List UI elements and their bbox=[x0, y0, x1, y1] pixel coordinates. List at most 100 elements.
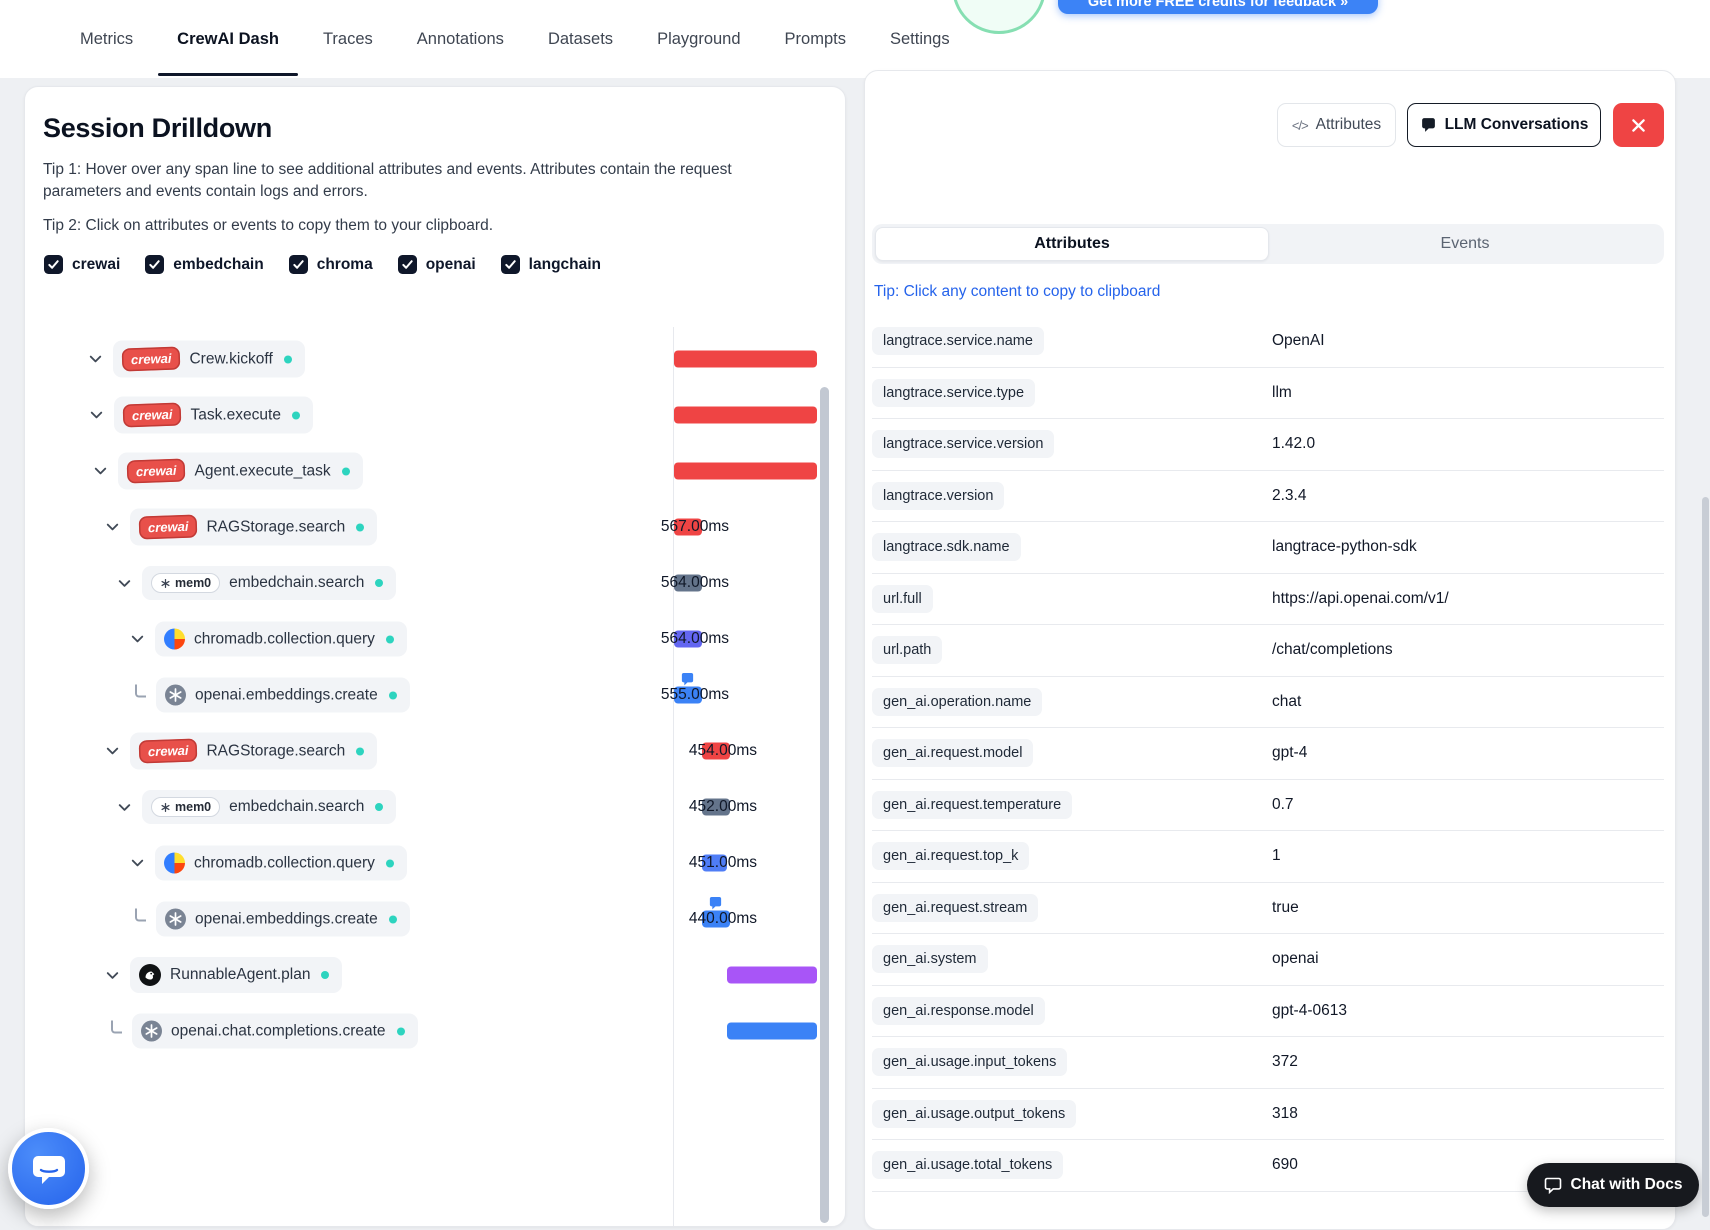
span-duration-bar[interactable] bbox=[702, 910, 730, 928]
tab-events[interactable]: Events bbox=[1440, 235, 1490, 252]
session-drilldown-panel: Session Drilldown Tip 1: Hover over any … bbox=[24, 86, 846, 1227]
openai-logo-icon bbox=[165, 908, 186, 930]
span-pill[interactable]: RunnableAgent.plan bbox=[130, 957, 343, 993]
attribute-key[interactable]: gen_ai.usage.total_tokens bbox=[872, 1151, 1064, 1180]
span-pill[interactable]: crewai Agent.execute_task bbox=[118, 452, 363, 490]
attribute-key[interactable]: gen_ai.response.model bbox=[872, 996, 1045, 1025]
attribute-key[interactable]: langtrace.service.type bbox=[872, 378, 1036, 407]
nav-tabs: Metrics CrewAI Dash Traces Annotations Datas… bbox=[58, 0, 972, 78]
filter-embedchain[interactable]: embedchain bbox=[145, 255, 264, 274]
attribute-key[interactable]: gen_ai.system bbox=[872, 945, 988, 974]
span-duration-bar[interactable] bbox=[674, 406, 817, 424]
attribute-value[interactable]: gpt-4 bbox=[1272, 744, 1308, 762]
chevron-down-icon[interactable] bbox=[103, 966, 122, 985]
nav-tab-annotations[interactable]: Annotations bbox=[416, 29, 504, 48]
nav-tab-playground[interactable]: Playground bbox=[657, 29, 741, 48]
filter-langchain[interactable]: langchain bbox=[500, 255, 601, 274]
chevron-down-icon[interactable] bbox=[128, 630, 147, 649]
nav-tab-datasets[interactable]: Datasets bbox=[547, 29, 614, 48]
credits-button[interactable]: Get more FREE credits for feedback » bbox=[1058, 0, 1378, 14]
chevron-down-icon[interactable] bbox=[87, 406, 106, 425]
chevron-down-icon[interactable] bbox=[128, 854, 147, 873]
span-pill[interactable]: chromadb.collection.query bbox=[155, 621, 407, 657]
span-pill[interactable]: openai.chat.completions.create bbox=[132, 1013, 418, 1049]
attribute-value[interactable]: https://api.openai.com/v1/ bbox=[1272, 589, 1449, 607]
chat-widget-button[interactable] bbox=[8, 1128, 89, 1209]
span-duration-bar[interactable] bbox=[727, 1022, 817, 1040]
chevron-down-icon[interactable] bbox=[115, 798, 134, 817]
span-duration-bar[interactable] bbox=[702, 854, 727, 872]
chevron-down-icon[interactable] bbox=[115, 574, 134, 593]
attribute-value[interactable]: langtrace-python-sdk bbox=[1272, 538, 1417, 556]
attribute-key[interactable]: gen_ai.usage.output_tokens bbox=[872, 1099, 1077, 1128]
attributes-header-button[interactable]: </> Attributes bbox=[1277, 103, 1396, 147]
attribute-value[interactable]: 372 bbox=[1272, 1053, 1298, 1071]
attribute-key[interactable]: langtrace.sdk.name bbox=[872, 533, 1021, 562]
attribute-value[interactable]: llm bbox=[1272, 383, 1292, 401]
attribute-value[interactable]: 1.42.0 bbox=[1272, 435, 1316, 453]
attribute-key[interactable]: url.full bbox=[872, 584, 933, 613]
span-pill[interactable]: crewai Crew.kickoff bbox=[113, 340, 305, 378]
attribute-key[interactable]: langtrace.service.version bbox=[872, 430, 1055, 459]
attribute-value[interactable]: 1 bbox=[1272, 847, 1281, 865]
attribute-value[interactable]: 318 bbox=[1272, 1104, 1298, 1122]
tree-scrollbar[interactable] bbox=[820, 387, 829, 1223]
attribute-key[interactable]: url.path bbox=[872, 636, 943, 665]
span-pill[interactable]: mem0 embedchain.search bbox=[142, 566, 397, 600]
span-duration-bar[interactable] bbox=[674, 574, 702, 592]
attribute-value[interactable]: 2.3.4 bbox=[1272, 486, 1307, 504]
span-pill[interactable]: crewai Task.execute bbox=[114, 396, 313, 434]
span-duration-bar[interactable] bbox=[702, 798, 730, 816]
span-pill[interactable]: crewai RAGStorage.search bbox=[130, 508, 378, 546]
attribute-value[interactable]: true bbox=[1272, 898, 1299, 916]
chevron-down-icon[interactable] bbox=[91, 462, 110, 481]
filter-label: crewai bbox=[72, 255, 121, 273]
span-duration-bar[interactable] bbox=[702, 742, 730, 760]
filter-openai[interactable]: openai bbox=[397, 255, 476, 274]
nav-tab-traces[interactable]: Traces bbox=[322, 29, 373, 48]
span-pill[interactable]: openai.embeddings.create bbox=[156, 901, 410, 937]
span-pill[interactable]: mem0 embedchain.search bbox=[142, 790, 397, 824]
attribute-key[interactable]: langtrace.version bbox=[872, 481, 1005, 510]
span-name: openai.embeddings.create bbox=[195, 686, 378, 703]
attribute-key[interactable]: gen_ai.request.stream bbox=[872, 893, 1039, 922]
filter-crewai[interactable]: crewai bbox=[44, 255, 120, 274]
span-pill[interactable]: chromadb.collection.query bbox=[155, 845, 407, 881]
span-duration-bar[interactable] bbox=[674, 630, 702, 648]
attribute-value[interactable]: chat bbox=[1272, 692, 1302, 710]
attribute-value[interactable]: /chat/completions bbox=[1272, 641, 1393, 659]
span-name: Agent.execute_task bbox=[194, 462, 331, 479]
nav-tab-prompts[interactable]: Prompts bbox=[784, 29, 846, 48]
attribute-value[interactable]: openai bbox=[1272, 950, 1319, 968]
chevron-down-icon[interactable] bbox=[86, 350, 105, 369]
span-duration-bar[interactable] bbox=[674, 350, 817, 368]
span-pill[interactable]: openai.embeddings.create bbox=[156, 677, 410, 713]
span-duration-bar[interactable] bbox=[674, 686, 702, 704]
attribute-value[interactable]: 690 bbox=[1272, 1156, 1298, 1174]
tab-attributes[interactable]: Attributes bbox=[875, 227, 1269, 261]
chevron-down-icon[interactable] bbox=[103, 518, 122, 537]
span-duration-bar[interactable] bbox=[674, 518, 702, 536]
nav-tab-crewai-dash[interactable]: CrewAI Dash bbox=[155, 0, 301, 78]
attribute-value[interactable]: OpenAI bbox=[1272, 332, 1325, 350]
attribute-key[interactable]: langtrace.service.name bbox=[872, 327, 1044, 356]
chevron-down-icon[interactable] bbox=[103, 742, 122, 761]
attribute-key[interactable]: gen_ai.request.model bbox=[872, 739, 1034, 768]
span-pill[interactable]: crewai RAGStorage.search bbox=[130, 732, 378, 770]
attribute-key[interactable]: gen_ai.operation.name bbox=[872, 687, 1043, 716]
nav-tab-metrics[interactable]: Metrics bbox=[80, 29, 134, 48]
attribute-key[interactable]: gen_ai.request.top_k bbox=[872, 842, 1030, 871]
llm-conversations-button[interactable]: LLM Conversations bbox=[1407, 103, 1601, 147]
attribute-value[interactable]: gpt-4-0613 bbox=[1272, 1001, 1347, 1019]
attribute-key[interactable]: gen_ai.request.temperature bbox=[872, 790, 1073, 819]
status-dot bbox=[375, 803, 384, 811]
attribute-key[interactable]: gen_ai.usage.input_tokens bbox=[872, 1048, 1068, 1077]
attribute-value[interactable]: 0.7 bbox=[1272, 795, 1294, 813]
close-button[interactable] bbox=[1613, 103, 1664, 147]
nav-tab-settings[interactable]: Settings bbox=[889, 29, 950, 48]
span-duration-bar[interactable] bbox=[674, 462, 817, 480]
filter-chroma[interactable]: chroma bbox=[288, 255, 373, 274]
page-scrollbar[interactable] bbox=[1702, 497, 1709, 1217]
span-duration-bar[interactable] bbox=[727, 966, 817, 984]
chat-with-docs-button[interactable]: Chat with Docs bbox=[1527, 1163, 1699, 1207]
